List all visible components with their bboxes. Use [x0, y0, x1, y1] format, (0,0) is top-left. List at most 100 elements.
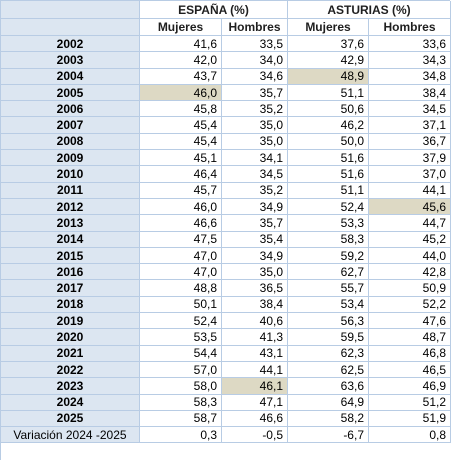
- value-cell: 38,4: [369, 84, 451, 102]
- value-cell: 35,0: [222, 133, 288, 151]
- value-cell: 34,1: [222, 150, 288, 167]
- year-label: 2009: [1, 150, 140, 167]
- value-cell: 50,1: [140, 296, 222, 314]
- value-cell: 58,7: [140, 410, 222, 428]
- value-cell: 58,0: [140, 378, 222, 395]
- value-cell: 46,0: [140, 198, 222, 216]
- value-cell: 52,4: [288, 198, 369, 216]
- value-cell: 63,6: [288, 378, 369, 395]
- year-label: 2022: [1, 361, 140, 379]
- value-cell: 34,6: [222, 68, 288, 85]
- value-cell: -6,7: [288, 427, 369, 444]
- value-cell: 51,6: [288, 166, 369, 183]
- year-label: 2014: [1, 231, 140, 248]
- column-header: Mujeres: [288, 19, 369, 36]
- group-header: ASTURIAS (%): [288, 1, 451, 19]
- year-label: 2012: [1, 198, 140, 216]
- value-cell: 45,8: [140, 101, 222, 118]
- value-cell: 64,9: [288, 394, 369, 411]
- value-cell: 46,6: [140, 215, 222, 232]
- value-cell: 43,7: [140, 68, 222, 85]
- value-cell: 41,3: [222, 329, 288, 346]
- value-cell: 46,0: [140, 84, 222, 102]
- value-cell: 44,1: [222, 361, 288, 379]
- value-cell: 53,5: [140, 329, 222, 346]
- value-cell: 52,4: [140, 313, 222, 330]
- value-cell: 53,3: [288, 215, 369, 232]
- value-cell: 51,6: [288, 150, 369, 167]
- column-header: Hombres: [222, 19, 288, 36]
- value-cell: 37,6: [288, 36, 369, 53]
- value-cell: 34,9: [222, 247, 288, 265]
- value-cell: 45,4: [140, 133, 222, 151]
- year-label: 2017: [1, 280, 140, 297]
- value-cell: 45,7: [140, 182, 222, 199]
- value-cell: 42,8: [369, 264, 451, 281]
- value-cell: 34,9: [222, 198, 288, 216]
- value-cell: 62,7: [288, 264, 369, 281]
- column-header: Mujeres: [140, 19, 222, 36]
- value-cell: 35,7: [222, 215, 288, 232]
- value-cell: 51,2: [369, 394, 451, 411]
- value-cell: 46,4: [140, 166, 222, 183]
- value-cell: 34,5: [222, 166, 288, 183]
- value-cell: 42,0: [140, 52, 222, 69]
- value-cell: 58,3: [288, 231, 369, 248]
- year-label: 2006: [1, 101, 140, 118]
- year-label: 2020: [1, 329, 140, 346]
- year-label: 2016: [1, 264, 140, 281]
- column-header: Hombres: [369, 19, 451, 36]
- year-label: 2010: [1, 166, 140, 183]
- value-cell: 45,4: [140, 117, 222, 134]
- value-cell: 46,6: [222, 410, 288, 428]
- value-cell: 48,9: [288, 68, 369, 85]
- value-cell: 51,1: [288, 84, 369, 102]
- value-cell: 46,9: [369, 378, 451, 395]
- value-cell: 56,3: [288, 313, 369, 330]
- value-cell: 47,0: [140, 247, 222, 265]
- value-cell: 50,0: [288, 133, 369, 151]
- value-cell: 59,2: [288, 247, 369, 265]
- value-cell: 0,3: [140, 427, 222, 444]
- value-cell: 45,6: [369, 198, 451, 216]
- year-label: 2004: [1, 68, 140, 85]
- value-cell: 57,0: [140, 361, 222, 379]
- value-cell: 37,0: [369, 166, 451, 183]
- value-cell: 43,1: [222, 345, 288, 362]
- value-cell: 34,3: [369, 52, 451, 69]
- value-cell: -0,5: [222, 427, 288, 444]
- value-cell: 50,6: [288, 101, 369, 118]
- value-cell: 46,2: [288, 117, 369, 134]
- year-label: 2015: [1, 247, 140, 265]
- value-cell: 0,8: [369, 427, 451, 444]
- value-cell: 53,4: [288, 296, 369, 314]
- value-cell: 35,2: [222, 101, 288, 118]
- year-label: 2008: [1, 133, 140, 151]
- value-cell: 58,3: [140, 394, 222, 411]
- value-cell: 62,3: [288, 345, 369, 362]
- year-label: 2011: [1, 182, 140, 199]
- value-cell: 55,7: [288, 280, 369, 297]
- value-cell: 36,7: [369, 133, 451, 151]
- value-cell: 46,1: [222, 378, 288, 395]
- value-cell: 47,1: [222, 394, 288, 411]
- value-cell: 34,0: [222, 52, 288, 69]
- year-label: 2025: [1, 410, 140, 428]
- year-label: 2005: [1, 84, 140, 102]
- variation-label: Variación 2024 -2025: [1, 427, 140, 444]
- value-cell: 45,2: [369, 231, 451, 248]
- value-cell: 34,8: [369, 68, 451, 85]
- value-cell: 48,7: [369, 329, 451, 346]
- value-cell: 46,5: [369, 361, 451, 379]
- value-cell: 50,9: [369, 280, 451, 297]
- value-cell: 35,4: [222, 231, 288, 248]
- value-cell: 47,0: [140, 264, 222, 281]
- value-cell: 33,6: [369, 36, 451, 53]
- value-cell: 52,2: [369, 296, 451, 314]
- year-label: 2003: [1, 52, 140, 69]
- year-label: 2018: [1, 296, 140, 314]
- year-label: 2013: [1, 215, 140, 232]
- value-cell: 46,8: [369, 345, 451, 362]
- value-cell: 54,4: [140, 345, 222, 362]
